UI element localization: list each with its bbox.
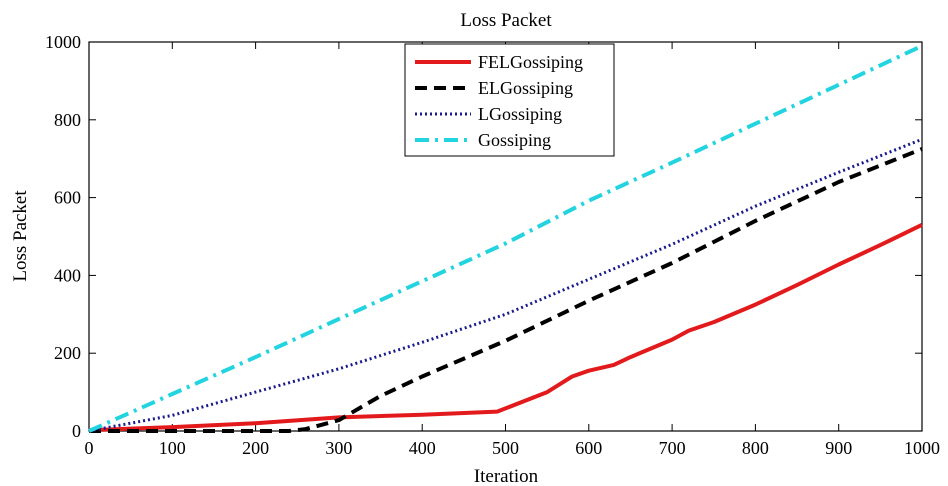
chart-title: Loss Packet [460, 10, 552, 31]
series-line-elgossiping [89, 147, 923, 433]
x-tick-label: 100 [159, 438, 186, 458]
x-tick-label: 400 [409, 438, 436, 458]
series-line-felgossiping [88, 223, 923, 433]
x-tick-label: 600 [575, 438, 602, 458]
y-tick-label: 400 [54, 265, 81, 285]
x-tick-label: 700 [659, 438, 686, 458]
x-tick-label: 200 [242, 438, 269, 458]
x-tick-label: 1000 [904, 438, 940, 458]
legend-label-elgossiping: ELGossiping [478, 78, 573, 98]
x-tick-label: 800 [742, 438, 769, 458]
y-tick-label: 0 [72, 421, 81, 441]
x-tick-label: 900 [825, 438, 852, 458]
x-axis-label: Iteration [474, 466, 539, 486]
series-lines [88, 44, 923, 433]
series-line-lgossiping [88, 137, 923, 433]
legend-label-felgossiping: FELGossiping [478, 52, 583, 72]
y-tick-label: 200 [54, 343, 81, 363]
series-line-gossiping [88, 44, 923, 433]
axis-ticks: 0 100 200 300 400 500 600 700 800 900 1000 0 200 400 6… [45, 32, 940, 458]
legend-label-gossiping: Gossiping [478, 130, 551, 150]
legend-label-lgossiping: LGossiping [478, 104, 562, 124]
y-axis-label: Loss Packet [10, 190, 31, 282]
y-tick-label: 800 [54, 110, 81, 130]
y-tick-label: 600 [54, 188, 81, 208]
legend: FELGossiping ELGossiping LGossiping Gossipi… [404, 43, 615, 157]
x-tick-label: 300 [325, 438, 352, 458]
x-tick-label: 0 [85, 438, 94, 458]
x-tick-label: 500 [492, 438, 519, 458]
y-tick-label: 1000 [45, 32, 81, 52]
